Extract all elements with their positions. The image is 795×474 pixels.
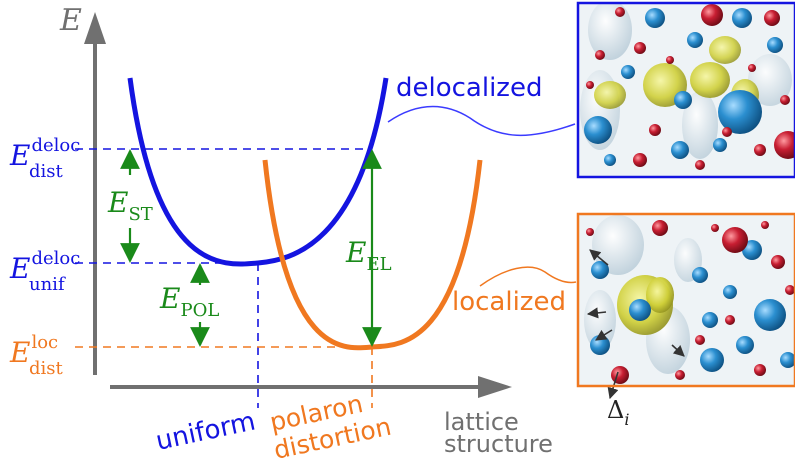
y-axis-label: E [59,3,82,38]
label-e-loc-dist: Eloc dist [9,332,64,379]
localized-structure-inset [576,212,795,400]
delocalized-label: delocalized [396,73,542,103]
x-axis-label-line2: structure [444,430,553,458]
x-axis-label-line1: lattice [444,408,519,436]
delocalized-curve [127,77,389,267]
reference-lines [75,148,373,408]
label-e-pol: EPOL [159,282,219,321]
energy-gap-arrows [120,149,382,347]
label-e-deloc-unif: Edeloc unif [9,248,80,295]
delta-i-label: Δi [607,396,629,429]
delocalized-structure-inset [576,1,795,179]
localized-connector [479,266,577,287]
x-axis-arrowhead [478,376,512,398]
label-e-st: EST [107,186,153,225]
label-e-deloc-dist: Edeloc dist [9,135,80,182]
y-axis-arrowhead [84,12,106,44]
localized-curve [262,159,483,351]
axes: E lattice structure [59,3,553,458]
uniform-tick-label: uniform [153,407,258,457]
label-e-el: EEL [345,236,392,275]
localized-label: localized [452,287,566,317]
delocalized-connector [387,105,576,137]
